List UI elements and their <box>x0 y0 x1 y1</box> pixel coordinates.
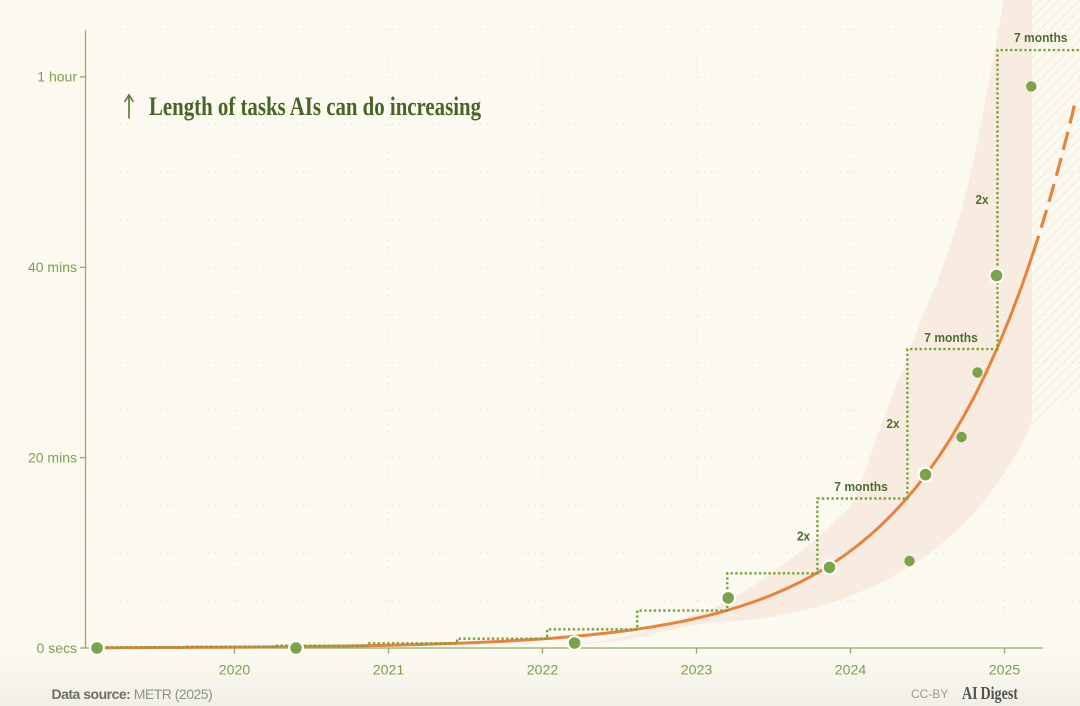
svg-text:2022: 2022 <box>527 662 559 678</box>
svg-text:7 months: 7 months <box>924 330 978 345</box>
svg-text:2x: 2x <box>976 192 990 207</box>
svg-text:2025: 2025 <box>989 662 1021 678</box>
svg-text:CC-BY: CC-BY <box>911 687 948 701</box>
svg-text:7 months: 7 months <box>1014 30 1068 45</box>
svg-text:2023: 2023 <box>681 662 713 678</box>
svg-text:AI Digest: AI Digest <box>962 683 1018 703</box>
svg-text:2x: 2x <box>887 416 901 431</box>
svg-text:Data source: METR (2025): Data source: METR (2025) <box>52 686 213 702</box>
svg-text:40 mins: 40 mins <box>28 259 77 275</box>
svg-text:1 hour: 1 hour <box>37 69 77 85</box>
svg-text:2020: 2020 <box>219 662 251 678</box>
svg-text:0 secs: 0 secs <box>37 640 77 656</box>
svg-text:2021: 2021 <box>373 662 405 678</box>
svg-text:2x: 2x <box>797 529 811 544</box>
svg-text:2024: 2024 <box>835 662 867 678</box>
svg-text:20 mins: 20 mins <box>28 449 77 465</box>
svg-text:Length of tasks AIs can do inc: Length of tasks AIs can do increasing <box>149 92 481 121</box>
svg-text:7 months: 7 months <box>834 479 888 494</box>
